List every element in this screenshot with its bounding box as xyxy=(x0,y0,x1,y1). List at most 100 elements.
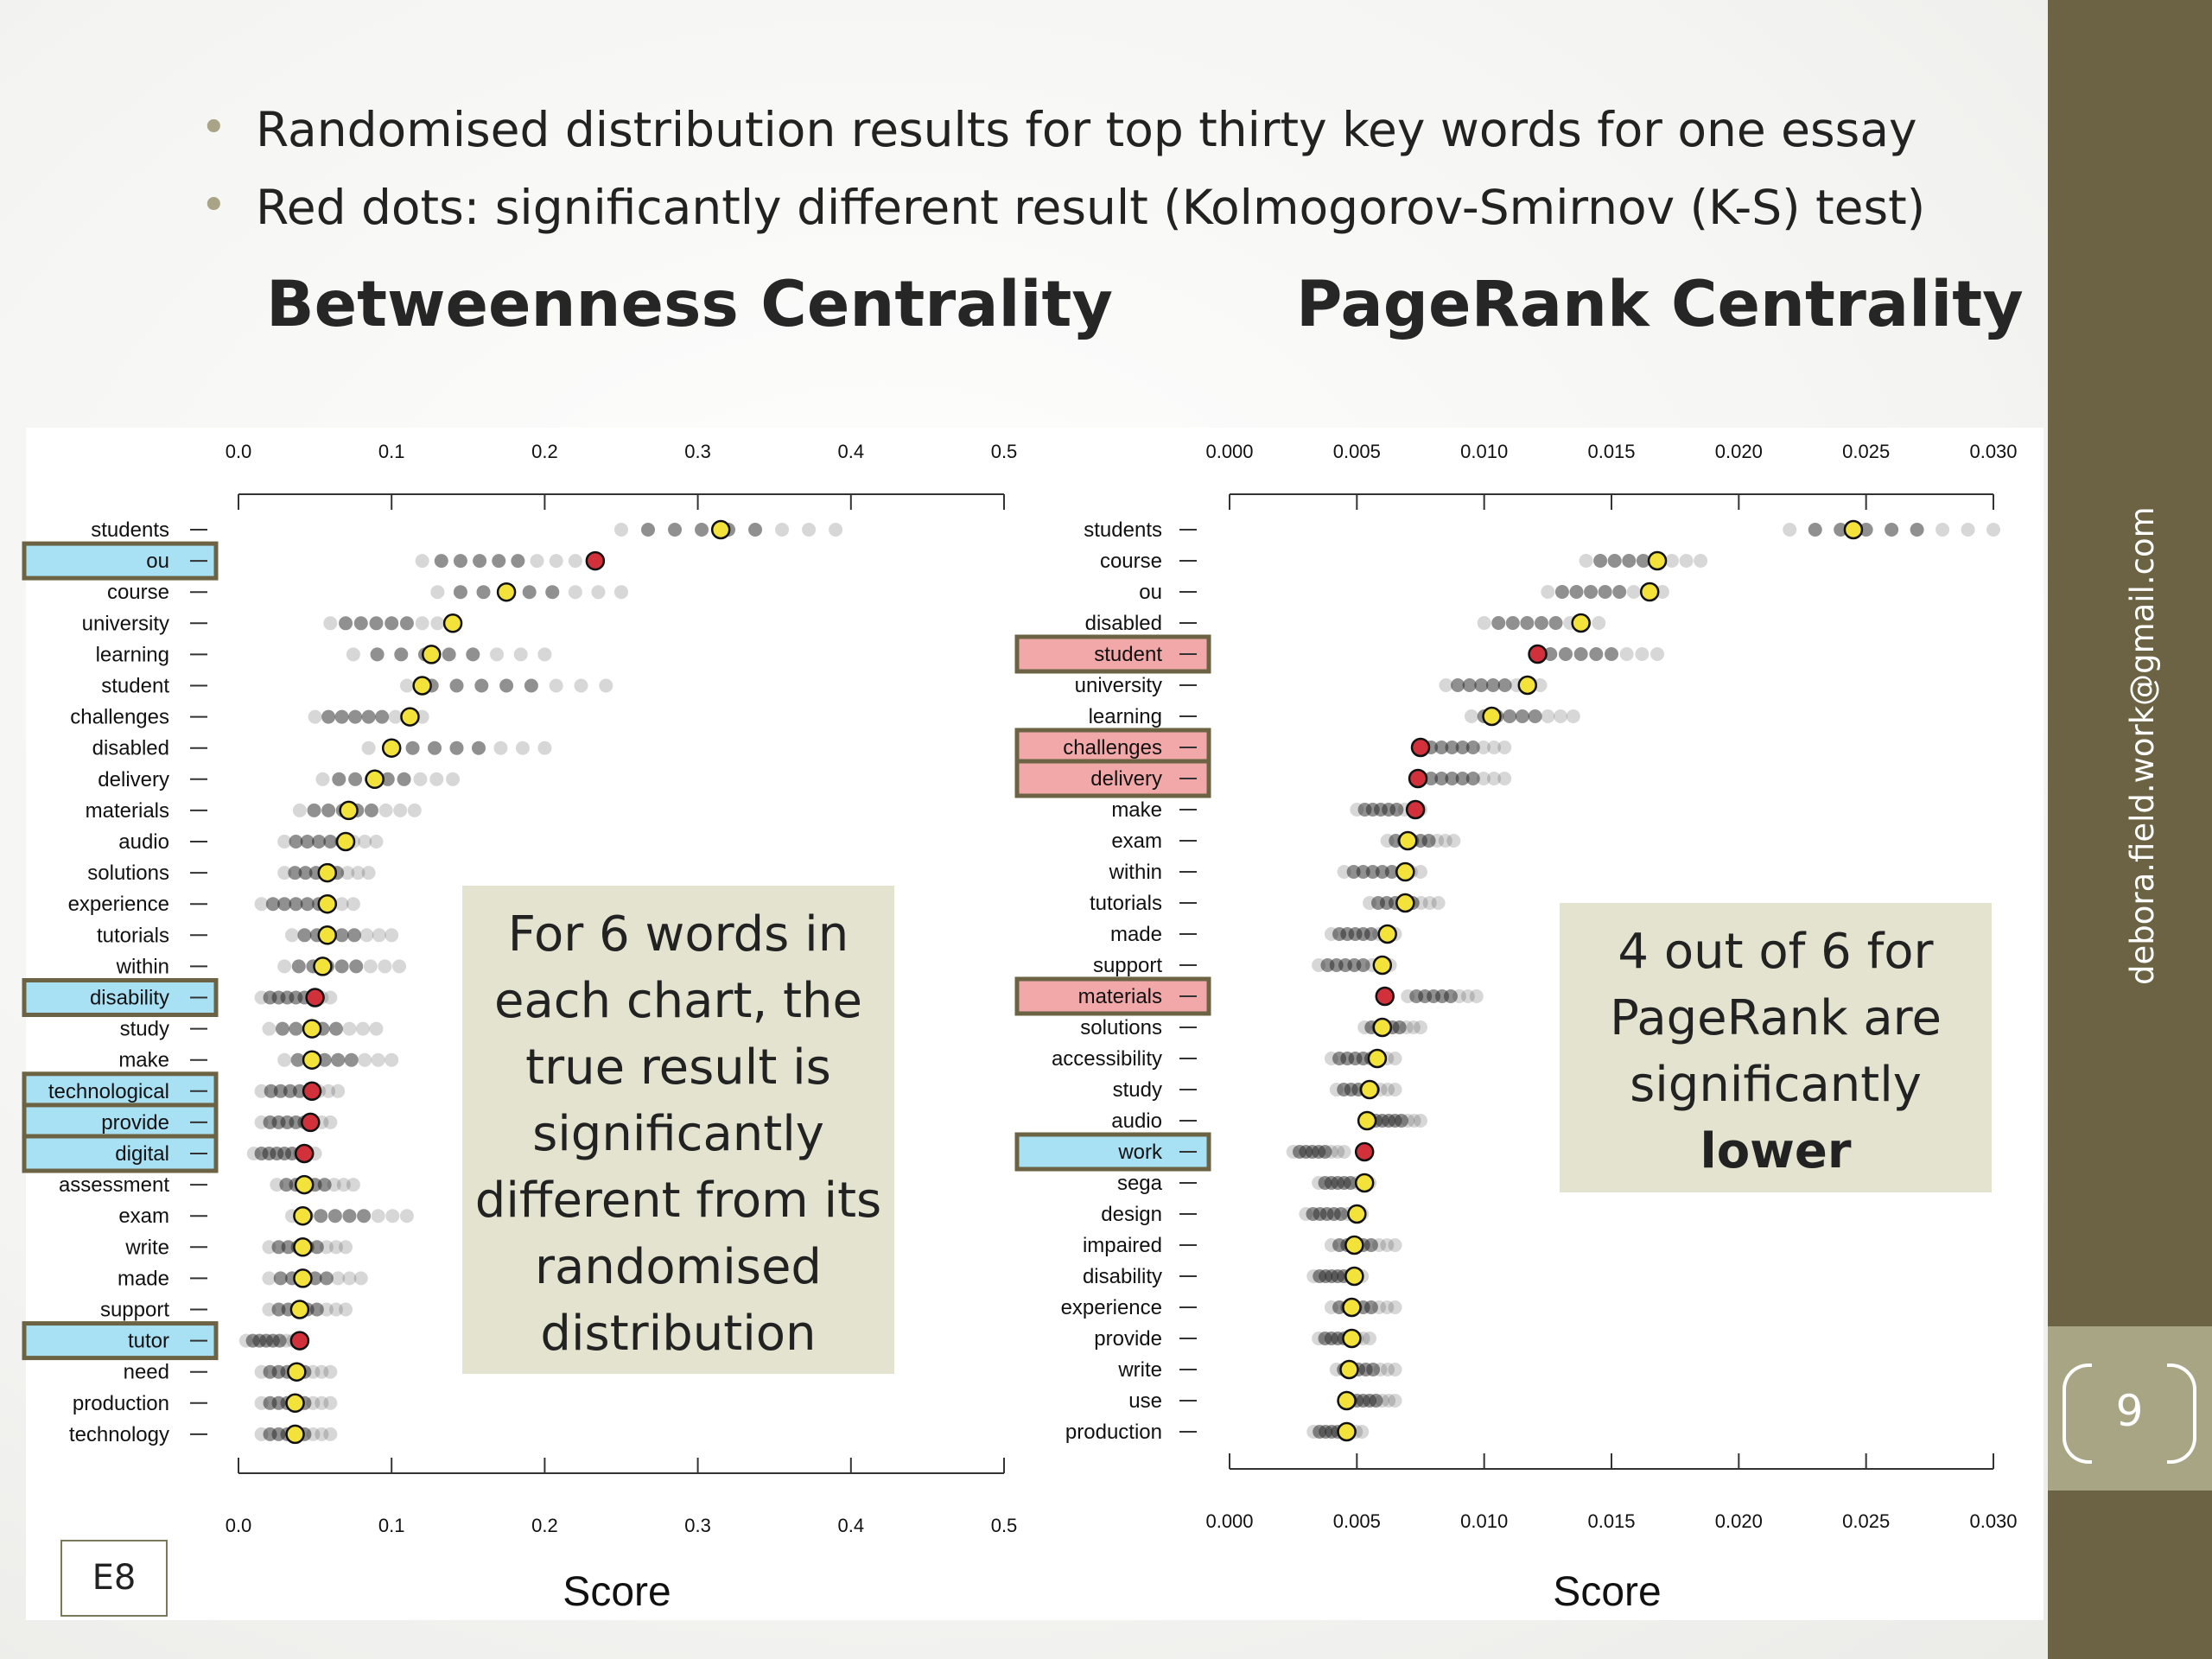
distribution-point xyxy=(407,803,422,817)
distribution-point xyxy=(428,741,442,755)
distribution-point xyxy=(1381,1363,1395,1376)
true-value-point xyxy=(302,1081,322,1102)
true-value-point xyxy=(1342,1328,1362,1349)
distribution-point xyxy=(1388,1363,1402,1376)
distribution-point xyxy=(1380,1300,1395,1314)
true-value-point xyxy=(335,831,356,852)
distribution-point xyxy=(314,1209,328,1224)
distribution-point xyxy=(1366,1363,1381,1376)
row-label: made xyxy=(1110,923,1162,946)
distribution-point xyxy=(829,523,843,537)
distribution-point xyxy=(434,554,448,569)
distribution-point xyxy=(415,616,429,631)
distribution-point xyxy=(262,1302,276,1317)
true-value-point xyxy=(1372,1017,1393,1038)
distribution-point xyxy=(332,772,346,786)
distribution-point xyxy=(328,1240,343,1255)
row-label: support xyxy=(100,1299,169,1322)
distribution-point xyxy=(328,1302,343,1317)
row-label: production xyxy=(1065,1421,1162,1444)
left-chart-title: Betweenness Centrality xyxy=(266,268,1114,341)
distribution-point xyxy=(492,554,506,569)
right-bracket-icon xyxy=(2167,1363,2196,1464)
bullet-text: Randomised distribution results for top … xyxy=(256,102,1917,157)
row-label: study xyxy=(120,1018,169,1041)
distribution-point xyxy=(315,1395,329,1410)
row-label: design xyxy=(1101,1203,1162,1226)
true-value-point xyxy=(317,862,338,883)
distribution-point xyxy=(1439,678,1453,692)
distribution-point xyxy=(1394,1114,1408,1128)
distribution-point xyxy=(1401,1114,1415,1128)
distribution-point xyxy=(264,1084,278,1098)
distribution-point xyxy=(361,866,376,880)
note-line: PageRank are xyxy=(1610,990,1942,1046)
bullet-dot-icon: • xyxy=(200,180,227,232)
distribution-point xyxy=(281,1240,296,1255)
distribution-point xyxy=(1474,678,1489,692)
true-value-point xyxy=(1337,1421,1357,1442)
distribution-point xyxy=(357,1209,372,1224)
distribution-point xyxy=(549,554,563,569)
distribution-point xyxy=(262,1021,276,1036)
right-chart-title: PageRank Centrality xyxy=(1296,268,2024,341)
bullet-dot-icon: • xyxy=(200,102,227,154)
distribution-point xyxy=(442,647,456,662)
distribution-point xyxy=(339,1302,353,1317)
row-label: students xyxy=(1084,518,1162,542)
true-value-point xyxy=(1395,861,1415,882)
distribution-point xyxy=(1372,1300,1387,1314)
distribution-point xyxy=(1465,741,1480,754)
distribution-point xyxy=(321,709,336,724)
true-value-point xyxy=(339,800,359,821)
distribution-point xyxy=(359,928,374,943)
row-label: work xyxy=(1117,1141,1163,1164)
distribution-point xyxy=(399,1209,414,1224)
distribution-point xyxy=(1569,585,1584,599)
row-label: provide xyxy=(101,1111,169,1135)
distribution-point xyxy=(371,1052,385,1067)
true-value-point xyxy=(1342,1297,1362,1318)
distribution-point xyxy=(1655,585,1669,599)
row-label: disabled xyxy=(1085,612,1162,635)
tick-label: 0.4 xyxy=(838,441,865,462)
tick-label: 0.5 xyxy=(991,1515,1018,1536)
true-value-point xyxy=(381,738,402,758)
distribution-point xyxy=(399,678,414,693)
x-axis-label: Score xyxy=(1553,1569,1661,1615)
distribution-point xyxy=(1434,772,1449,785)
sidebar-email: debora.field.work@gmail.com xyxy=(2124,506,2161,985)
distribution-point xyxy=(1356,865,1370,879)
distribution-point xyxy=(291,959,306,974)
distribution-point xyxy=(327,1178,341,1192)
true-value-point xyxy=(1843,519,1864,540)
row-label: assessment xyxy=(59,1173,169,1197)
distribution-point xyxy=(471,741,486,755)
true-value-point xyxy=(365,769,385,790)
distribution-point xyxy=(1318,1145,1332,1159)
left-chart: 0.0 0.1 0.2 0.3 0.4 0.5 0.0 0.1 0.2 0.3 0.4 0.5 Scor… xyxy=(22,441,1018,1615)
true-value-point xyxy=(496,582,517,602)
true-value-point xyxy=(302,1019,322,1039)
distribution-point xyxy=(254,1084,269,1098)
true-value-point xyxy=(285,1393,305,1414)
row-label: made xyxy=(118,1267,169,1290)
distribution-point xyxy=(1337,865,1351,879)
true-value-point xyxy=(422,645,442,664)
true-value-point xyxy=(293,1205,313,1226)
row-label: provide xyxy=(1094,1327,1162,1351)
note-line: significantly xyxy=(532,1106,824,1162)
distribution-point xyxy=(490,647,505,662)
distribution-point xyxy=(346,897,360,912)
distribution-point xyxy=(323,835,338,849)
distribution-point xyxy=(449,741,464,755)
row-label: ou xyxy=(146,550,169,573)
true-value-point xyxy=(293,1268,313,1288)
distribution-point xyxy=(614,523,628,537)
distribution-point xyxy=(375,709,390,724)
true-value-point xyxy=(293,1237,313,1257)
distribution-point xyxy=(312,835,327,849)
distribution-point xyxy=(321,1084,336,1098)
distribution-point xyxy=(349,959,364,974)
distribution-point xyxy=(1443,989,1458,1003)
